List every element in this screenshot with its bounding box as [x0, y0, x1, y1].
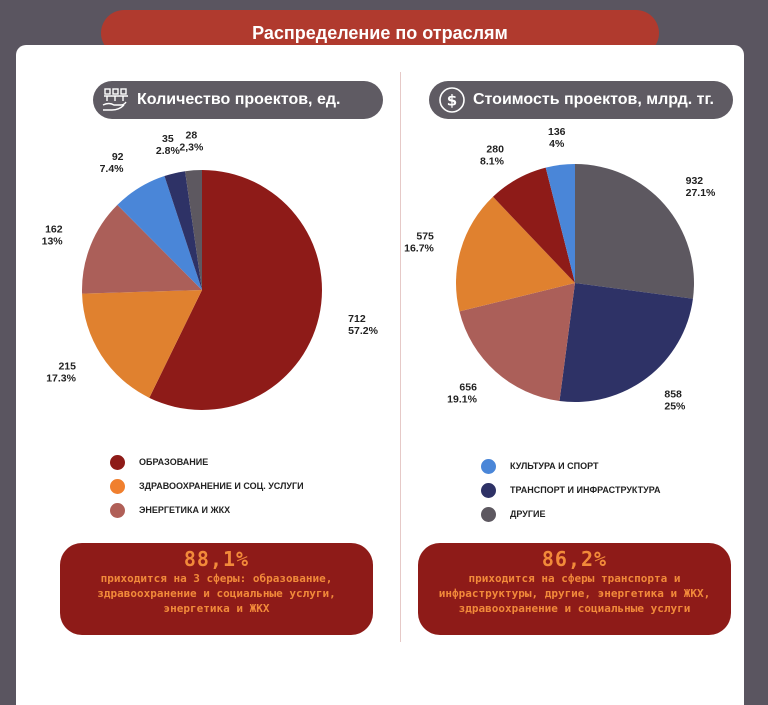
legend-right-swatch [481, 482, 496, 498]
right-section-heading-text: Стоимость проектов, млрд. тг. [473, 91, 714, 108]
legend-right-swatch [481, 458, 496, 474]
pie-pct-label-project-cost-0: 27.1% [686, 187, 716, 199]
pie-slice-project-count-2 [82, 204, 202, 294]
legend-right-item: ДРУГИЕ [481, 502, 660, 526]
left-summary-text: приходится на 3 сферы: образование, здра… [97, 572, 336, 615]
pie-pct-label-project-count-0: 57.2% [348, 325, 378, 337]
legend-right-item: ТРАНСПОРТ И ИНФРАСТРУКТУРА [481, 478, 660, 502]
pie-value-label-project-cost-5: 136 [548, 126, 566, 138]
pie-value-label-project-cost-1: 858 [664, 389, 682, 401]
pie-value-label-project-count-3: 92 [112, 151, 124, 163]
pie-slice-project-count-4 [164, 171, 202, 290]
pie-pct-label-project-cost-5: 4% [549, 138, 565, 150]
legend-right-label: ДРУГИЕ [510, 509, 546, 519]
people-hand-icon [101, 85, 131, 115]
legend-left-label: ОБРАЗОВАНИЕ [139, 457, 209, 467]
right-summary-value: 86,2% [541, 547, 608, 571]
pie-slice-project-cost-2 [459, 283, 575, 401]
legend-left-swatch [110, 454, 125, 470]
legend-left-label: ЗДРАВООХРАНЕНИЕ И СОЦ. УСЛУГИ [139, 481, 304, 491]
legend-left-item: ЭНЕРГЕТИКА И ЖКХ [110, 498, 304, 522]
left-summary-box: 88,1% приходится на 3 сферы: образование… [60, 543, 373, 635]
pie-value-label-project-count-4: 35 [162, 133, 174, 145]
pie-pct-label-project-count-4: 2.8% [156, 145, 181, 157]
pie-slice-project-count-3 [117, 176, 202, 290]
pie-value-label-project-cost-3: 575 [416, 231, 434, 243]
pie-pct-label-project-count-1: 17.3% [46, 372, 76, 384]
legend-right-label: ТРАНСПОРТ И ИНФРАСТРУКТУРА [510, 485, 661, 495]
pie-slice-project-count-5 [185, 170, 202, 290]
pie-value-label-project-cost-4: 280 [486, 143, 504, 155]
legend-left-item: ОБРАЗОВАНИЕ [110, 450, 304, 474]
pie-value-label-project-count-0: 712 [348, 313, 366, 325]
legend-right-item: КУЛЬТУРА И СПОРТ [481, 454, 660, 478]
pie-value-label-project-cost-2: 656 [459, 382, 477, 394]
right-section-heading: $ Стоимость проектов, млрд. тг. [429, 81, 733, 119]
pie-slice-project-count-1 [82, 290, 202, 398]
legend-right-swatch [481, 506, 496, 522]
pie-value-label-project-cost-0: 932 [686, 175, 704, 187]
legend-left: ОБРАЗОВАНИЕ ЗДРАВООХРАНЕНИЕ И СОЦ. УСЛУГИ… [110, 450, 304, 522]
legend-right: КУЛЬТУРА И СПОРТ ТРАНСПОРТ И ИНФРАСТРУКТУ… [481, 454, 660, 526]
pie-slice-project-count-0 [149, 170, 322, 410]
pie-value-label-project-count-2: 162 [45, 224, 63, 236]
right-summary-text: приходится на сферы транспорта и инфраст… [438, 572, 711, 615]
pie-pct-label-project-count-2: 13% [42, 236, 64, 248]
pie-pct-label-project-count-5: 2,3% [179, 141, 204, 153]
legend-right-label: КУЛЬТУРА И СПОРТ [510, 461, 599, 471]
pie-value-label-project-count-1: 215 [58, 360, 76, 372]
right-summary-box: 86,2% приходится на сферы транспорта и и… [418, 543, 731, 635]
svg-text:$: $ [447, 92, 457, 110]
left-section-heading-text: Количество проектов, ед. [137, 91, 341, 108]
legend-left-item: ЗДРАВООХРАНЕНИЕ И СОЦ. УСЛУГИ [110, 474, 304, 498]
legend-left-swatch [110, 478, 125, 494]
left-section-heading: Количество проектов, ед. [93, 81, 383, 119]
pie-slice-project-cost-1 [559, 283, 693, 402]
pie-value-label-project-count-5: 28 [186, 129, 198, 141]
legend-left-swatch [110, 502, 125, 518]
pie-pct-label-project-cost-3: 16.7% [404, 243, 434, 255]
column-divider [400, 72, 401, 642]
left-summary-value: 88,1% [183, 547, 250, 571]
dollar-coin-icon: $ [437, 85, 467, 115]
pie-pct-label-project-cost-1: 25% [664, 401, 686, 413]
pie-slice-project-cost-3 [456, 196, 575, 312]
pie-slice-project-cost-4 [492, 167, 575, 283]
legend-left-label: ЭНЕРГЕТИКА И ЖКХ [139, 505, 231, 515]
page-title-text: Распределение по отраслям [252, 22, 508, 43]
pie-pct-label-project-cost-2: 19.1% [447, 394, 477, 406]
pie-slice-project-cost-0 [575, 164, 694, 299]
pie-slice-project-cost-5 [545, 164, 575, 283]
pie-pct-label-project-count-3: 7.4% [100, 163, 125, 175]
pie-pct-label-project-cost-4: 8.1% [480, 155, 505, 167]
